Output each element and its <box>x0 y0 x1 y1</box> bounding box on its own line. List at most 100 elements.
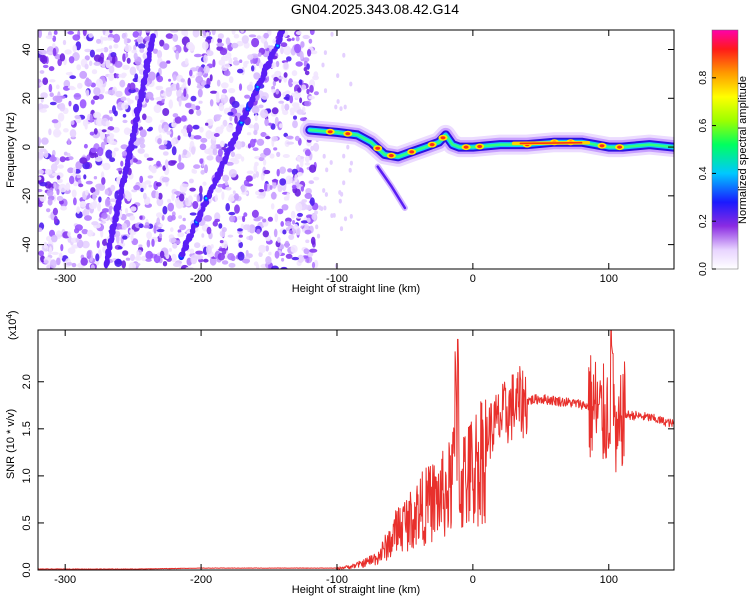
noise-blob <box>166 60 171 64</box>
noise-blob <box>283 132 289 138</box>
noise-blob <box>96 146 104 157</box>
noise-blob <box>264 118 269 127</box>
ridge-hotspot-core <box>440 136 446 140</box>
noise-blob <box>179 193 185 202</box>
noise-blob <box>161 176 170 183</box>
noise-blob <box>308 180 315 185</box>
noise-blob <box>155 97 163 101</box>
snr-line <box>38 330 674 570</box>
noise-blob <box>240 184 246 193</box>
noise-blob <box>76 64 82 71</box>
noise-blob <box>295 36 300 42</box>
noise-blob-sparse <box>329 160 333 165</box>
noise-blob <box>254 161 259 167</box>
noise-blob <box>89 113 93 123</box>
snr-y-label: SNR (10 * v/v) <box>5 409 17 479</box>
noise-blob <box>155 182 162 187</box>
noise-blob <box>237 251 245 261</box>
noise-blob <box>255 171 259 178</box>
noise-blob <box>255 263 260 269</box>
noise-blob <box>170 227 174 233</box>
noise-blob <box>228 76 234 84</box>
noise-blob <box>199 185 203 194</box>
noise-blob <box>84 55 90 61</box>
diagonal-track-blob <box>146 50 152 57</box>
noise-blob <box>309 248 318 253</box>
noise-blob <box>143 153 149 158</box>
noise-blob-sparse <box>346 144 350 150</box>
noise-blob <box>271 265 279 269</box>
noise-blob <box>238 83 243 91</box>
noise-blob <box>195 75 204 84</box>
ridge-strong-core <box>519 141 583 145</box>
noise-blob <box>258 104 264 109</box>
noise-blob <box>122 113 127 118</box>
noise-blob <box>230 151 236 158</box>
noise-blob <box>239 59 243 63</box>
noise-blob <box>262 218 267 223</box>
noise-blob <box>161 214 165 221</box>
noise-blob <box>187 195 193 204</box>
noise-blob <box>209 74 213 82</box>
noise-blob <box>122 235 128 240</box>
ridge-hotspot-core <box>477 144 483 149</box>
diagonal-track-blob <box>118 193 124 201</box>
noise-blob <box>171 138 176 147</box>
noise-blob <box>258 189 265 193</box>
noise-blob <box>38 202 43 208</box>
noise-blob <box>134 73 139 81</box>
spectrogram-y-tick-label: -20 <box>21 188 33 204</box>
noise-blob <box>217 183 224 188</box>
noise-blob <box>178 154 182 163</box>
noise-blob <box>304 70 310 76</box>
noise-blob <box>156 160 161 167</box>
noise-blob <box>117 246 123 250</box>
noise-blob <box>128 262 136 269</box>
noise-blob <box>108 65 115 74</box>
noise-blob <box>69 75 76 80</box>
chart-title: GN04.2025.343.08.42.G14 <box>290 1 460 17</box>
noise-blob <box>129 229 135 235</box>
noise-blob <box>171 146 177 156</box>
ridge-hotspot-core <box>375 146 381 150</box>
noise-blob <box>277 236 281 243</box>
noise-blob <box>247 54 254 60</box>
snr-x-label: Height of straight line (km) <box>292 584 420 596</box>
noise-blob <box>106 135 115 144</box>
noise-blob <box>121 223 128 230</box>
noise-blob <box>229 215 236 223</box>
noise-blob <box>197 71 203 77</box>
spectrogram-x-tick-label: -300 <box>54 273 76 285</box>
noise-blob <box>95 188 100 196</box>
noise-blob <box>296 155 301 162</box>
noise-blob <box>136 36 144 44</box>
noise-blob <box>132 31 140 38</box>
colorbar-tick-label: 0.8 <box>698 70 709 84</box>
noise-blob <box>43 260 49 264</box>
snr-y-tick-label: 0.0 <box>21 562 33 577</box>
noise-blob <box>287 168 293 173</box>
noise-blob <box>221 227 227 233</box>
noise-blob <box>126 97 131 102</box>
noise-blob <box>265 245 270 252</box>
noise-blob <box>286 38 292 42</box>
noise-blob <box>288 230 294 235</box>
noise-blob <box>86 250 92 259</box>
colorbar-tick-label: 0.2 <box>698 214 709 228</box>
ridge-branch <box>376 165 407 210</box>
noise-blob <box>85 180 93 185</box>
noise-blob <box>214 114 223 118</box>
noise-blob-sparse <box>316 233 321 239</box>
noise-blob <box>202 181 207 186</box>
noise-blob <box>109 198 118 202</box>
noise-blob <box>225 37 231 46</box>
noise-blob <box>44 169 53 175</box>
noise-blob <box>122 250 129 256</box>
noise-blob <box>89 60 93 67</box>
noise-blob <box>83 143 88 149</box>
noise-blob <box>65 72 72 76</box>
noise-blob <box>293 90 301 99</box>
snr-multiplier-base: (x10 <box>7 319 19 340</box>
noise-blob <box>267 216 273 222</box>
